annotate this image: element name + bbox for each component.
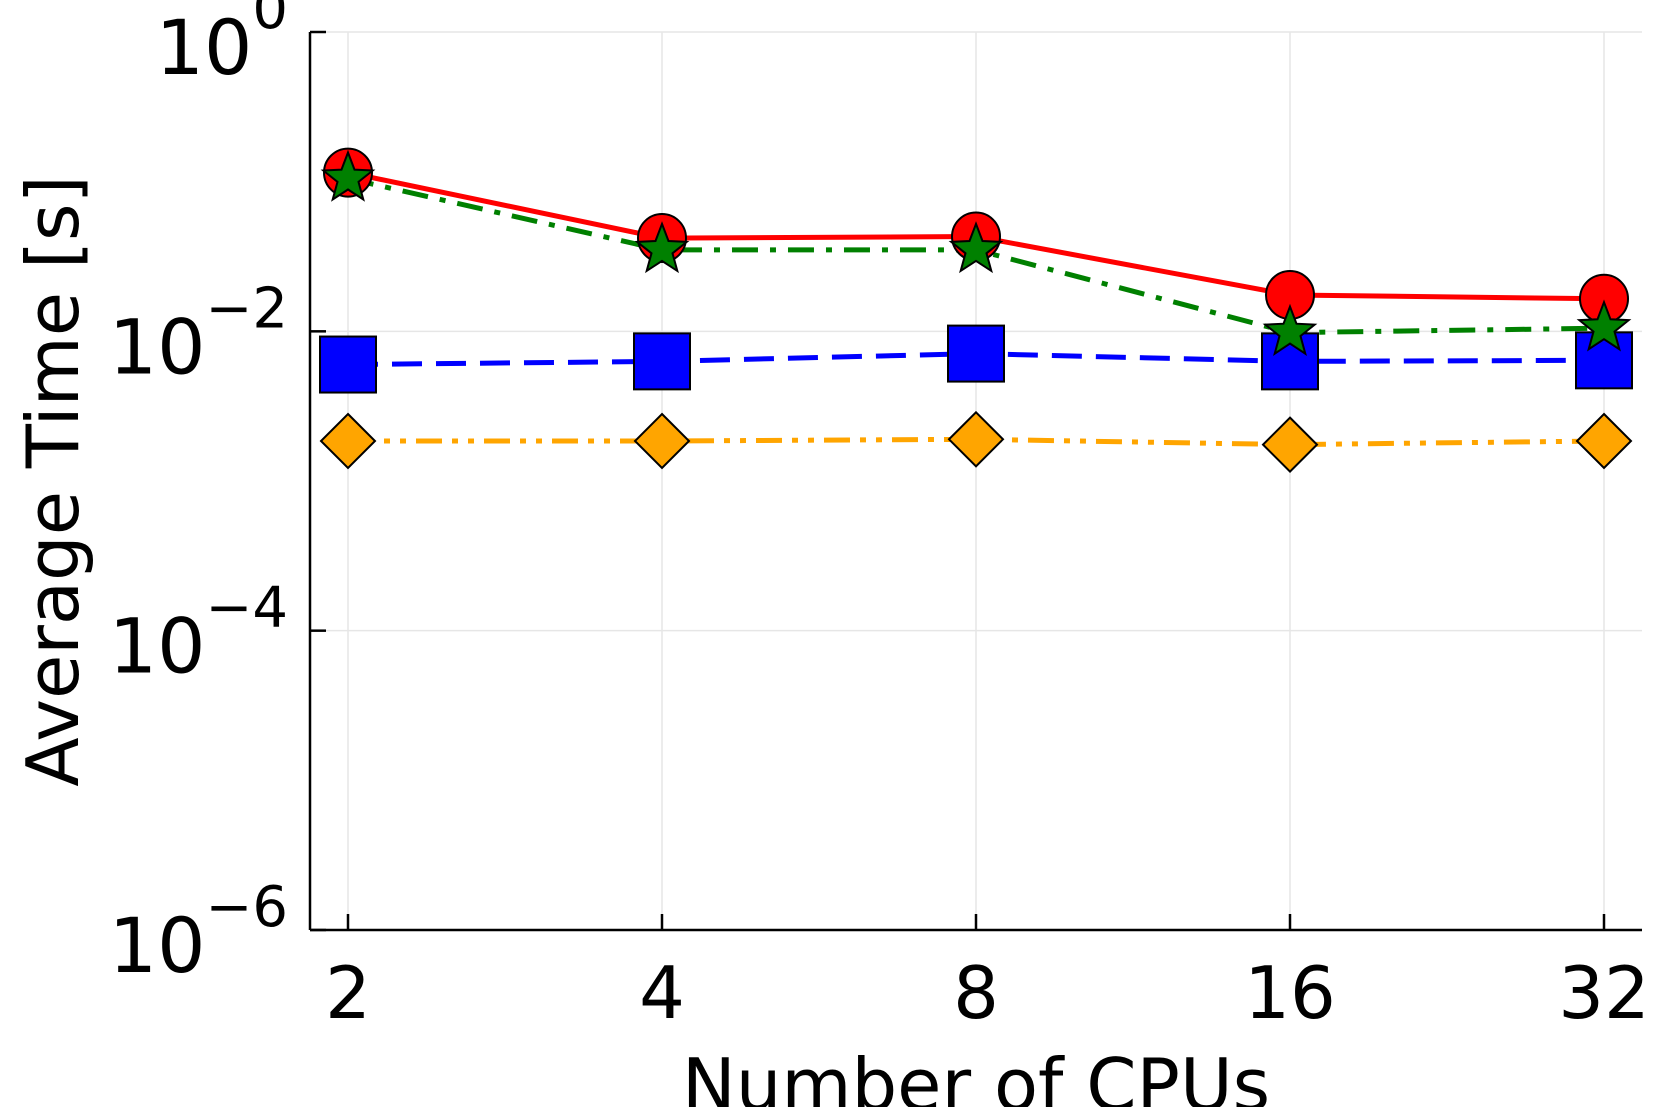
series-orange-diamond-marker [1261,416,1319,474]
series-orange-diamond-marker [1575,412,1633,470]
series-blue-square-marker [1575,331,1633,390]
series-green-star-marker [320,149,376,202]
x-axis-title: Number of CPUs [682,1043,1270,1107]
x-tick-label: 4 [639,951,685,1035]
grid-lines [310,31,1642,930]
series-green-star-marker [1576,299,1632,352]
series-green-star-marker [1262,303,1318,356]
y-tick-label: 10−6 [109,875,288,990]
series-blue-square-marker [633,332,691,391]
series-blue-square-marker [319,335,377,394]
series-green-star-marker [634,221,690,274]
series-blue-square-marker [947,324,1005,383]
ticks: 2 4 8 16 32 100 10−2 10−4 10−6 [109,0,1650,1035]
series-layer [319,147,1633,474]
series-orange-diamond-marker [947,410,1005,468]
y-tick-label: 10−4 [109,576,288,691]
x-tick-label: 32 [1558,951,1650,1035]
series-green-star-marker [948,221,1004,274]
series-orange-diamond-marker [633,412,691,470]
y-tick-label: 10−2 [109,276,288,391]
x-tick-label: 2 [325,951,371,1035]
y-tick-label: 100 [156,0,288,92]
x-tick-label: 8 [953,951,999,1035]
series-orange-diamond-marker [319,412,377,470]
y-axis-title: Average Time [s] [11,175,95,786]
x-tick-label: 16 [1244,951,1336,1035]
